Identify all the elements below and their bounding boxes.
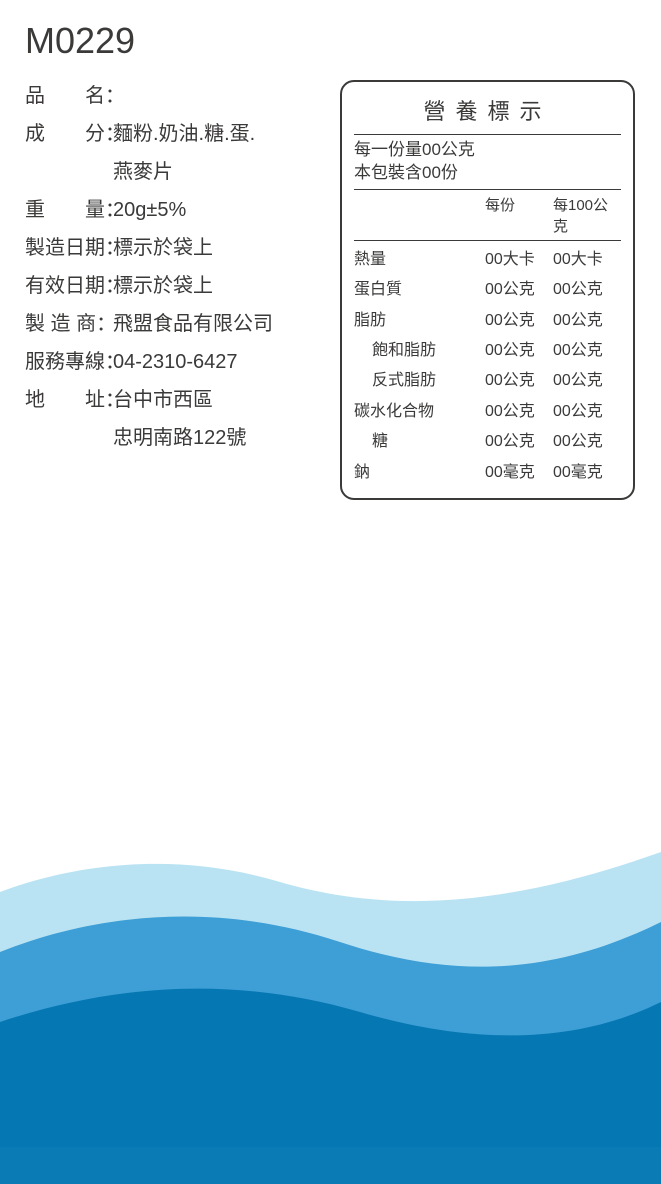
nutrition-row-per: 00毫克 [485, 458, 553, 488]
nutrition-row-name: 蛋白質 [354, 275, 485, 305]
nutrition-row-name: 反式脂肪 [354, 366, 485, 396]
nutrition-row-name: 碳水化合物 [354, 397, 485, 427]
info-value: 麵粉.奶油.糖.蛋. [113, 118, 330, 150]
info-label: 品 名 [25, 85, 105, 107]
info-label: 成 分 [25, 123, 105, 145]
nutrition-row: 碳水化合物00公克00公克 [354, 397, 621, 427]
info-label: 有效日期 [25, 275, 105, 297]
wave-base [0, 1147, 661, 1184]
info-value: 台中市西區 [113, 384, 330, 416]
nutrition-row-per100: 00公克 [553, 336, 621, 366]
nutrition-row: 糖00公克00公克 [354, 427, 621, 457]
nutrition-row-per100: 00公克 [553, 275, 621, 305]
nutrition-row-name: 飽和脂肪 [354, 336, 485, 366]
nutrition-row-per: 00公克 [485, 397, 553, 427]
info-value [113, 80, 330, 112]
nutrition-row-per: 00公克 [485, 427, 553, 457]
info-value: 燕麥片 [113, 156, 330, 188]
nutrition-row-name: 鈉 [354, 458, 485, 488]
info-value: 飛盟食品有限公司 [113, 308, 330, 340]
info-value: 忠明南路122號 [113, 422, 330, 454]
header-per: 每份 [485, 194, 553, 236]
info-label: 製造日期 [25, 237, 105, 259]
nutrition-row-per100: 00毫克 [553, 458, 621, 488]
nutrition-row: 反式脂肪00公克00公克 [354, 366, 621, 396]
info-label: 服務專線 [25, 351, 105, 373]
nutrition-row: 飽和脂肪00公克00公克 [354, 336, 621, 366]
nutrition-row-name: 糖 [354, 427, 485, 457]
nutrition-row-per: 00公克 [485, 306, 553, 336]
header-per100: 每100公克 [553, 194, 621, 236]
nutrition-row-per: 00公克 [485, 275, 553, 305]
info-label: 地 址 [25, 389, 105, 411]
nutrition-row-per100: 00公克 [553, 366, 621, 396]
nutrition-row-per: 00大卡 [485, 245, 553, 275]
info-value: 標示於袋上 [113, 232, 330, 264]
nutrition-row: 脂肪00公克00公克 [354, 306, 621, 336]
nutrition-title: 營養標示 [354, 90, 621, 135]
nutrition-row-per100: 00大卡 [553, 245, 621, 275]
servings-per-pack: 本包裝含00份 [354, 162, 621, 185]
nutrition-row-name: 脂肪 [354, 306, 485, 336]
info-value: 04-2310-6427 [113, 346, 330, 378]
nutrition-row-per100: 00公克 [553, 306, 621, 336]
nutrition-row-name: 熱量 [354, 245, 485, 275]
nutrition-row: 鈉00毫克00毫克 [354, 458, 621, 488]
nutrition-row: 熱量00大卡00大卡 [354, 245, 621, 275]
info-value: 20g±5% [113, 194, 330, 226]
info-value: 標示於袋上 [113, 270, 330, 302]
nutrition-row: 蛋白質00公克00公克 [354, 275, 621, 305]
product-info: 品 名： 成 分： 麵粉.奶油.糖.蛋. 燕麥片 重 量： 20g±5% 製造日… [25, 80, 330, 500]
nutrition-row-per: 00公克 [485, 366, 553, 396]
nutrition-facts: 營養標示 每一份量00公克 本包裝含00份 每份 每100公克 熱量00大卡00… [340, 80, 635, 500]
nutrition-row-per100: 00公克 [553, 397, 621, 427]
product-code: M0229 [25, 20, 636, 62]
nutrition-row-per100: 00公克 [553, 427, 621, 457]
nutrition-row-per: 00公克 [485, 336, 553, 366]
info-label: 製 造 商 [25, 313, 96, 335]
info-label: 重 量 [25, 199, 105, 221]
serving-size: 每一份量00公克 [354, 139, 621, 162]
